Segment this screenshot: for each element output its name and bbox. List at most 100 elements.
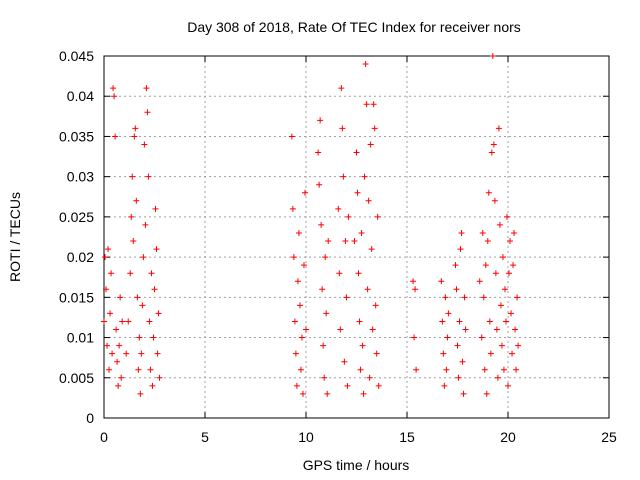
data-point <box>486 318 493 325</box>
y-tick-label: 0.025 <box>59 209 94 225</box>
data-point <box>493 326 500 333</box>
data-point <box>344 382 351 389</box>
data-point <box>513 366 520 373</box>
data-point <box>368 246 375 253</box>
data-point <box>365 197 372 204</box>
data-point <box>143 85 150 92</box>
data-point <box>453 286 460 293</box>
data-point <box>301 189 308 196</box>
data-point <box>123 350 130 357</box>
data-point <box>150 334 157 341</box>
y-tick-label: 0.02 <box>67 249 94 265</box>
data-point <box>413 366 420 373</box>
data-point <box>482 262 489 269</box>
data-point <box>119 318 126 325</box>
data-point <box>316 181 323 188</box>
data-point <box>354 189 361 196</box>
data-point <box>371 125 378 132</box>
data-point <box>460 390 467 397</box>
data-point <box>444 334 451 341</box>
data-point <box>459 358 466 365</box>
data-point <box>372 302 379 309</box>
data-point <box>496 221 503 228</box>
data-point <box>108 270 115 277</box>
data-point <box>125 318 132 325</box>
data-point <box>456 318 463 325</box>
data-point <box>154 350 161 357</box>
data-point <box>476 278 483 285</box>
data-point <box>512 326 519 333</box>
data-point <box>494 374 501 381</box>
data-point <box>370 101 377 108</box>
data-point <box>351 238 358 245</box>
data-point <box>323 310 330 317</box>
data-point <box>491 197 498 204</box>
data-point <box>141 141 148 148</box>
data-points <box>101 53 522 397</box>
data-point <box>483 390 490 397</box>
data-point <box>152 205 159 212</box>
data-point <box>503 213 510 220</box>
data-point <box>480 294 487 301</box>
data-point <box>336 270 343 277</box>
data-point <box>112 133 119 140</box>
data-point <box>116 342 123 349</box>
x-axis-title: GPS time / hours <box>303 457 410 473</box>
data-point <box>445 310 452 317</box>
data-point <box>502 318 509 325</box>
y-tick-label: 0.045 <box>59 48 94 64</box>
data-point <box>461 294 468 301</box>
y-tick-label: 0.04 <box>67 88 94 104</box>
plot-frame <box>103 55 610 419</box>
data-point <box>454 342 461 349</box>
data-point <box>457 246 464 253</box>
data-point <box>101 318 107 325</box>
data-point <box>499 254 506 261</box>
x-tick-label: 0 <box>100 429 108 445</box>
data-point <box>373 350 380 357</box>
data-point <box>144 109 151 116</box>
x-tick-label: 15 <box>399 429 415 445</box>
data-point <box>138 350 145 357</box>
data-point <box>149 382 156 389</box>
data-point <box>153 246 160 253</box>
data-point <box>132 125 139 132</box>
data-point <box>492 270 499 277</box>
data-point <box>298 334 305 341</box>
data-point <box>295 229 302 236</box>
data-point <box>484 238 491 245</box>
data-point <box>507 238 514 245</box>
y-tick-label: 0.015 <box>59 289 94 305</box>
data-point <box>147 366 154 373</box>
data-point <box>412 286 419 293</box>
data-point <box>118 374 125 381</box>
data-point <box>297 366 304 373</box>
data-point <box>440 350 447 357</box>
data-point <box>291 318 298 325</box>
data-point <box>115 382 122 389</box>
y-tick-label: 0.03 <box>67 169 94 185</box>
data-point <box>490 141 497 148</box>
data-point <box>359 342 366 349</box>
grid <box>104 56 609 418</box>
x-tick-label: 25 <box>601 429 617 445</box>
data-point <box>343 294 350 301</box>
data-point <box>319 286 326 293</box>
data-point <box>487 350 494 357</box>
data-point <box>509 350 516 357</box>
data-point <box>142 221 149 228</box>
data-point <box>320 342 327 349</box>
data-point <box>296 302 303 309</box>
data-point <box>478 334 485 341</box>
data-point <box>318 221 325 228</box>
data-point <box>137 390 144 397</box>
data-point <box>289 205 296 212</box>
data-point <box>362 61 369 68</box>
data-point <box>495 125 502 132</box>
data-point <box>356 318 363 325</box>
data-point <box>134 294 141 301</box>
data-point <box>439 318 446 325</box>
data-point <box>501 286 508 293</box>
data-point <box>452 262 459 269</box>
data-point <box>317 117 324 124</box>
